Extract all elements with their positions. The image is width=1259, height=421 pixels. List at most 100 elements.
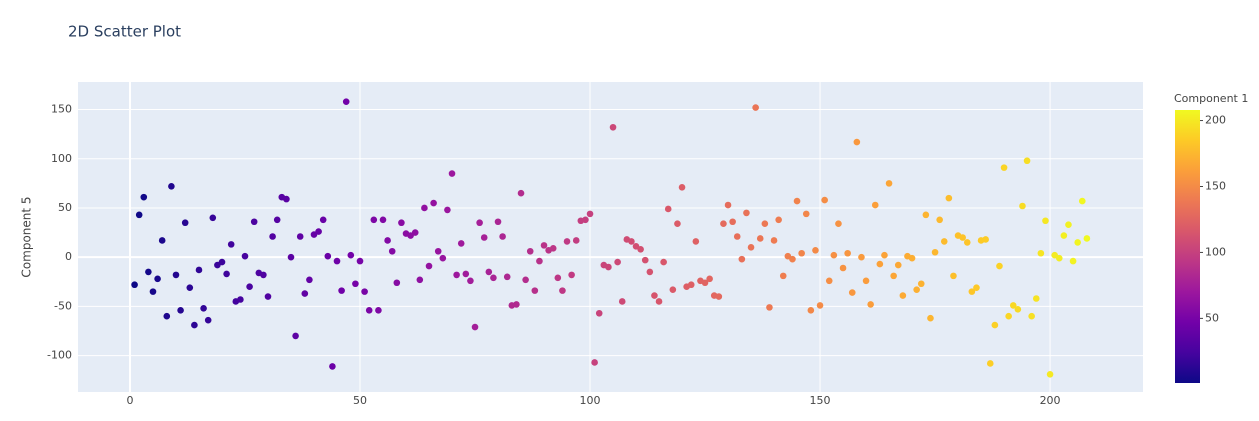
point (692, 238, 700, 245)
point (250, 218, 258, 226)
colorbar-tick-label: 200 (1205, 114, 1226, 127)
point (1023, 157, 1031, 165)
point (181, 219, 189, 227)
point (227, 241, 235, 248)
point (812, 246, 819, 254)
point (586, 210, 594, 218)
point (628, 238, 635, 245)
point (531, 287, 539, 294)
point (306, 276, 313, 284)
point (352, 280, 359, 288)
point (839, 264, 847, 272)
point (747, 244, 755, 251)
point (1069, 257, 1077, 265)
point (917, 280, 925, 288)
point (715, 293, 723, 300)
colorbar (1175, 110, 1200, 383)
point (526, 247, 534, 255)
point (503, 273, 511, 281)
point (260, 271, 267, 279)
point (269, 233, 276, 240)
point (701, 279, 709, 287)
y-tick-label: 150 (51, 103, 72, 116)
point (807, 307, 815, 314)
point (522, 276, 529, 284)
point (131, 281, 138, 289)
point (927, 314, 934, 322)
point (867, 301, 874, 308)
point (264, 293, 272, 300)
point (793, 197, 801, 205)
y-tick-label: -50 (54, 299, 72, 312)
point (591, 359, 598, 366)
point (439, 254, 447, 262)
point (200, 305, 207, 312)
point (729, 218, 736, 226)
point (743, 209, 750, 217)
point (761, 220, 769, 228)
point (384, 237, 391, 244)
point (996, 262, 1003, 270)
point (651, 292, 658, 299)
point (1037, 249, 1045, 257)
point (563, 238, 571, 245)
point (922, 211, 930, 219)
point (775, 216, 782, 224)
point (296, 233, 304, 240)
point (766, 304, 773, 311)
x-tick-label: 50 (353, 394, 367, 407)
point (641, 256, 649, 264)
point (375, 307, 382, 314)
point (494, 218, 502, 226)
point (1000, 164, 1008, 171)
point (549, 245, 557, 252)
point (448, 170, 456, 177)
point (830, 251, 838, 259)
point (1074, 239, 1081, 246)
point (908, 254, 916, 262)
point (876, 260, 884, 268)
point (890, 272, 897, 280)
point (411, 229, 419, 236)
point (1060, 232, 1068, 239)
point (618, 298, 626, 305)
point (177, 307, 184, 314)
y-tick-label: -100 (47, 349, 72, 362)
colorbar-title: Component 1 (1174, 92, 1248, 105)
point (1046, 370, 1054, 378)
point (434, 247, 442, 255)
y-tick-label: 50 (58, 201, 72, 214)
point (301, 290, 309, 297)
point (559, 287, 566, 294)
point (637, 246, 644, 253)
point (287, 253, 295, 261)
point (1032, 295, 1040, 302)
point (945, 194, 953, 202)
point (936, 216, 943, 224)
point (770, 237, 778, 244)
point (913, 286, 920, 293)
point (315, 228, 322, 235)
point (959, 234, 966, 241)
x-tick-label: 100 (580, 394, 601, 407)
point (379, 216, 387, 224)
point (674, 220, 681, 228)
point (398, 219, 405, 227)
point (172, 271, 180, 279)
point (1009, 302, 1017, 309)
point (968, 288, 976, 295)
point (292, 332, 299, 340)
point (195, 266, 203, 274)
point (329, 363, 336, 370)
point (462, 270, 470, 278)
point (572, 237, 580, 244)
point (457, 240, 465, 247)
point (421, 204, 428, 212)
point (356, 257, 364, 265)
point (1083, 235, 1091, 242)
chart-title: 2D Scatter Plot (68, 23, 181, 41)
point (485, 268, 493, 276)
point (333, 257, 341, 265)
point (204, 316, 212, 324)
point (894, 261, 902, 269)
